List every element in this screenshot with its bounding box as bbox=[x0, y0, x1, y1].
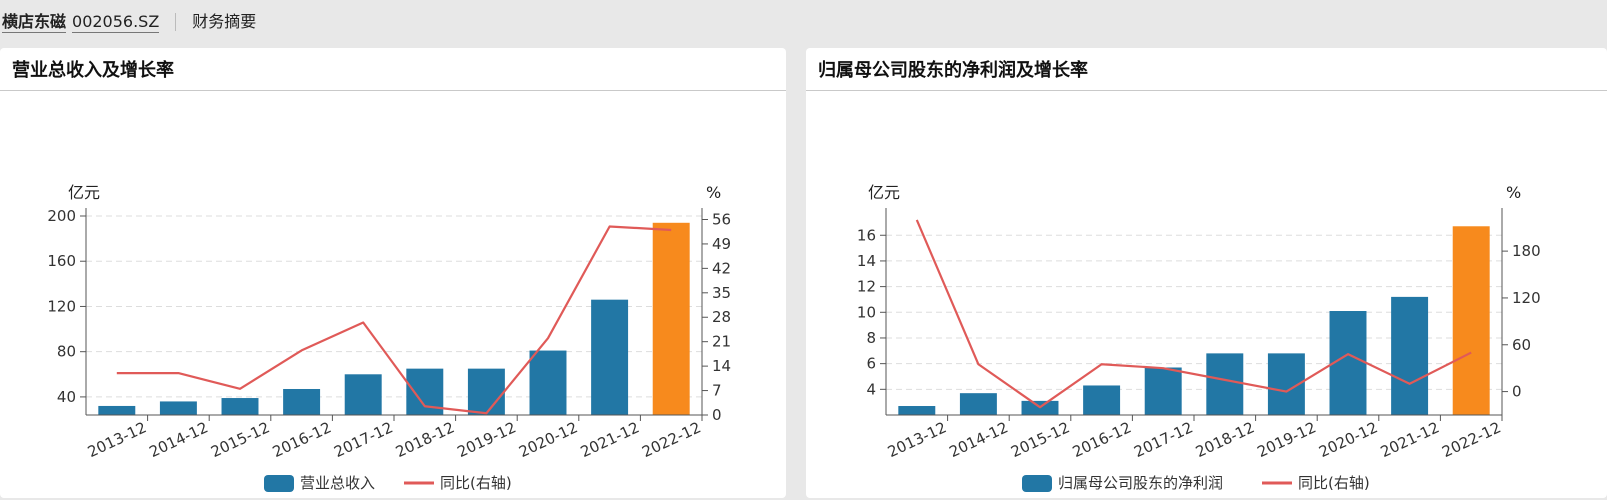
right-tick-label: 180 bbox=[1512, 242, 1541, 260]
x-tick-label: 2014-12 bbox=[946, 418, 1010, 461]
x-tick-label: 2022-12 bbox=[639, 418, 703, 461]
bar bbox=[98, 405, 136, 415]
left-tick-label: 8 bbox=[866, 329, 876, 347]
left-tick-label: 160 bbox=[47, 252, 76, 270]
x-tick-label: 2019-12 bbox=[454, 418, 518, 461]
x-tick-label: 2020-12 bbox=[1316, 418, 1380, 461]
section-label: 财务摘要 bbox=[192, 12, 257, 31]
bar bbox=[1391, 296, 1429, 415]
x-tick-label: 2016-12 bbox=[1070, 418, 1134, 461]
top-bar: 横店东磁 002056.SZ 财务摘要 bbox=[0, 0, 1607, 44]
left-unit-label: 亿元 bbox=[868, 183, 900, 202]
bar bbox=[1083, 385, 1121, 415]
right-unit-label: % bbox=[1506, 183, 1521, 202]
bar bbox=[898, 406, 936, 415]
x-tick-label: 2013-12 bbox=[85, 418, 149, 461]
bar bbox=[221, 398, 259, 415]
right-unit-label: % bbox=[706, 183, 721, 202]
x-tick-label: 2018-12 bbox=[1193, 418, 1257, 461]
stock-name-link[interactable]: 横店东磁 bbox=[2, 11, 67, 33]
right-tick-label: 7 bbox=[712, 382, 722, 400]
x-tick-label: 2018-12 bbox=[393, 418, 457, 461]
growth-line bbox=[116, 225, 672, 415]
left-tick-label: 40 bbox=[57, 388, 76, 406]
left-tick-label: 120 bbox=[47, 297, 76, 315]
legend-bar-swatch bbox=[264, 475, 294, 492]
left-tick-label: 80 bbox=[57, 343, 76, 361]
x-tick-label: 2021-12 bbox=[1378, 418, 1442, 461]
x-tick-label: 2013-12 bbox=[885, 418, 949, 461]
x-tick-label: 2022-12 bbox=[1439, 418, 1503, 461]
legend-bar-label: 营业总收入 bbox=[300, 474, 375, 492]
x-tick-label: 2014-12 bbox=[146, 418, 210, 461]
header-divider bbox=[175, 13, 177, 31]
right-tick-label: 35 bbox=[712, 284, 731, 302]
bar bbox=[1206, 353, 1244, 415]
revenue-panel: 营业总收入及增长率 40 80 120 160 200 0 7 14 21 28 35 42 49 56 亿… bbox=[0, 48, 786, 498]
x-tick-label: 2021-12 bbox=[578, 418, 642, 461]
net-profit-chart-title: 归属母公司股东的净利润及增长率 bbox=[806, 48, 1607, 91]
bar bbox=[591, 299, 629, 415]
right-tick-label: 0 bbox=[1512, 383, 1522, 401]
x-tick-label: 2015-12 bbox=[1008, 418, 1072, 461]
revenue-chart-title: 营业总收入及增长率 bbox=[0, 48, 786, 91]
bar bbox=[467, 368, 505, 415]
left-unit-label: 亿元 bbox=[68, 183, 100, 202]
bar bbox=[159, 401, 197, 415]
left-tick-label: 14 bbox=[857, 252, 876, 270]
legend-bar-label: 归属母公司股东的净利润 bbox=[1058, 474, 1223, 492]
right-tick-label: 21 bbox=[712, 333, 731, 351]
bar bbox=[344, 374, 382, 415]
bar bbox=[529, 350, 567, 415]
right-tick-label: 0 bbox=[712, 406, 722, 424]
x-tick-label: 2017-12 bbox=[331, 418, 395, 461]
net-profit-panel: 归属母公司股东的净利润及增长率 4 6 8 10 12 14 16 0 60 120 180 亿元% 2… bbox=[806, 48, 1607, 498]
right-tick-label: 42 bbox=[712, 259, 731, 277]
left-tick-label: 6 bbox=[866, 355, 876, 373]
bar bbox=[283, 388, 321, 415]
legend-line-label: 同比(右轴) bbox=[440, 474, 512, 492]
x-tick-label: 2015-12 bbox=[208, 418, 272, 461]
x-tick-label: 2016-12 bbox=[270, 418, 334, 461]
growth-line bbox=[915, 219, 1472, 409]
x-tick-label: 2020-12 bbox=[516, 418, 580, 461]
x-tick-label: 2017-12 bbox=[1131, 418, 1195, 461]
right-tick-label: 14 bbox=[712, 357, 731, 375]
right-tick-label: 56 bbox=[712, 210, 731, 228]
bar bbox=[1329, 311, 1367, 415]
left-tick-label: 12 bbox=[857, 278, 876, 296]
legend-bar-swatch bbox=[1022, 475, 1052, 492]
bar bbox=[652, 222, 690, 415]
stock-code-link[interactable]: 002056.SZ bbox=[72, 11, 160, 33]
right-tick-label: 120 bbox=[1512, 289, 1541, 307]
right-tick-label: 60 bbox=[1512, 336, 1531, 354]
left-tick-label: 16 bbox=[857, 226, 876, 244]
bar bbox=[1144, 367, 1182, 415]
bar bbox=[959, 393, 997, 415]
left-tick-label: 200 bbox=[47, 207, 76, 225]
x-tick-label: 2019-12 bbox=[1254, 418, 1318, 461]
legend-line-label: 同比(右轴) bbox=[1298, 474, 1370, 492]
left-tick-label: 4 bbox=[866, 380, 876, 398]
right-tick-label: 49 bbox=[712, 235, 731, 253]
right-tick-label: 28 bbox=[712, 308, 731, 326]
bar bbox=[1452, 226, 1490, 415]
left-tick-label: 10 bbox=[857, 303, 876, 321]
